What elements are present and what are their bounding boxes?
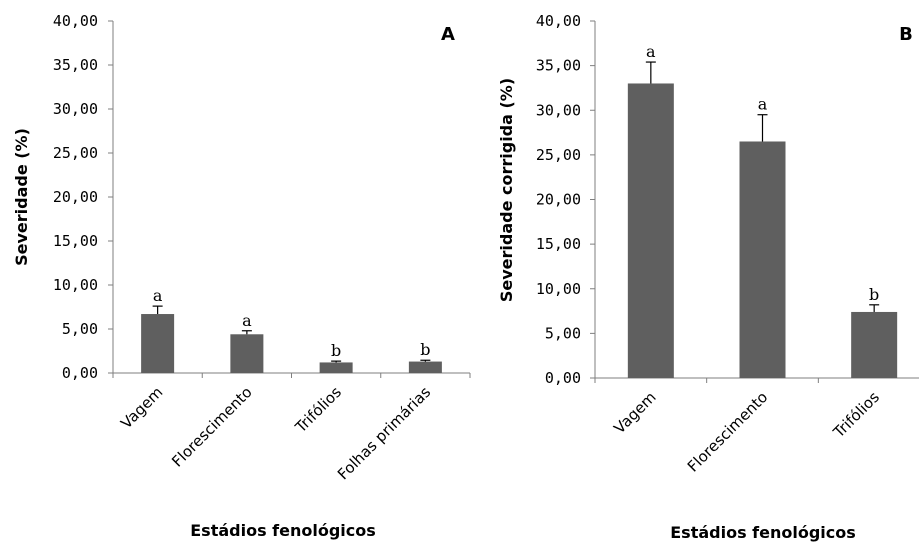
y-tick-label: 25,00 [53, 144, 98, 162]
y-tick-label: 40,00 [53, 12, 98, 30]
significance-letter-3: b [869, 285, 879, 304]
y-tick-label: 20,00 [536, 191, 581, 209]
y-tick-label: 0,00 [62, 364, 98, 382]
y-axis-title: Severidade corrigida (%) [497, 78, 516, 302]
bar-3 [851, 311, 898, 378]
panel-label: B [899, 24, 913, 45]
bar-1 [141, 314, 175, 373]
significance-letter-2: a [242, 311, 252, 330]
y-tick-label: 15,00 [53, 232, 98, 250]
bar-1 [627, 83, 674, 378]
chart-b: 0,00 5,00 10,00 15,00 20,00 25,00 30,00 35,00 40… [497, 12, 919, 542]
significance-letter-2: a [758, 95, 768, 114]
bar-2 [230, 334, 264, 373]
significance-letter-1: a [646, 42, 656, 61]
category-label-3: Trifólios [291, 383, 345, 437]
y-tick-label: 25,00 [536, 146, 581, 164]
panel-label: A [441, 24, 455, 45]
y-tick-label: 40,00 [536, 12, 581, 30]
category-label-4: Folhas primárias [334, 383, 434, 483]
significance-letter-3: b [331, 341, 341, 360]
y-tick-label: 15,00 [536, 235, 581, 253]
y-tick-label: 10,00 [53, 276, 98, 294]
x-axis-title: Estádios fenológicos [190, 521, 376, 540]
category-label-2: Florescimento [684, 388, 771, 475]
y-tick-label: 30,00 [536, 101, 581, 119]
y-tick-label: 35,00 [536, 57, 581, 75]
bar-4 [408, 361, 442, 373]
significance-letter-4: b [420, 340, 430, 359]
category-label-1: Vagem [610, 388, 659, 437]
y-tick-label: 20,00 [53, 188, 98, 206]
category-label-2: Florescimento [168, 383, 255, 470]
y-tick-label: 10,00 [536, 280, 581, 298]
y-tick-label: 0,00 [545, 369, 581, 387]
bar-3 [319, 362, 353, 373]
chart-a: 0,00 5,00 10,00 15,00 20,00 25,00 30,00 35,00 40… [12, 12, 471, 540]
significance-letter-1: a [153, 286, 163, 305]
bar-2 [739, 141, 786, 378]
x-axis-title: Estádios fenológicos [670, 523, 856, 542]
category-label-3: Trifólios [829, 388, 883, 442]
y-tick-label: 30,00 [53, 100, 98, 118]
y-tick-label: 5,00 [62, 320, 98, 338]
y-tick-label: 35,00 [53, 56, 98, 74]
y-tick-label: 5,00 [545, 324, 581, 342]
category-label-1: Vagem [117, 383, 166, 432]
y-axis-title: Severidade (%) [12, 128, 31, 266]
